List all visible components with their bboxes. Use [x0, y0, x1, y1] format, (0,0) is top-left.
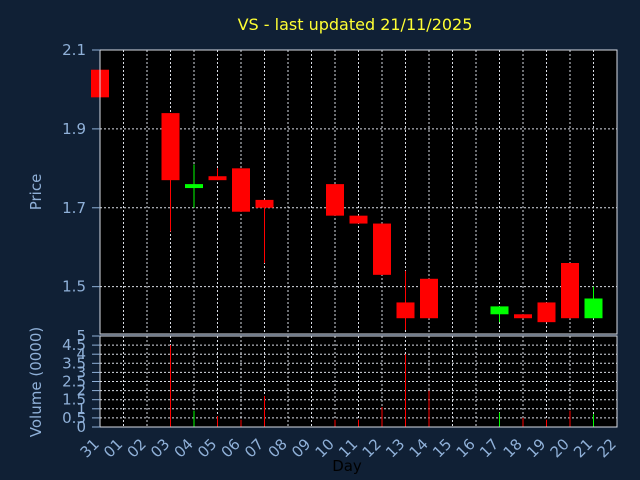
- x-tick-label: 12: [359, 435, 385, 461]
- volume-tick-label: 3: [76, 363, 86, 381]
- x-tick-label: 08: [265, 435, 291, 461]
- x-tick-label: 04: [171, 435, 197, 461]
- candle-body: [537, 302, 556, 323]
- x-tick-label: 15: [429, 435, 455, 461]
- x-tick-label: 01: [100, 435, 126, 461]
- volume-axis-label: Volume (0000): [27, 327, 45, 437]
- chart-title: VS - last updated 21/11/2025: [238, 15, 473, 34]
- volume-tick-label: 2.5: [62, 373, 86, 391]
- x-tick-label: 16: [453, 435, 479, 461]
- x-tick-label: 17: [476, 435, 502, 461]
- candle-body: [349, 215, 368, 224]
- volume-tick-label: 0: [76, 418, 86, 436]
- candle-body: [396, 302, 415, 319]
- price-axis-label: Price: [27, 174, 45, 211]
- x-tick-label: 05: [194, 435, 220, 461]
- candle-body: [373, 223, 391, 275]
- price-tick-label: 1.9: [62, 120, 86, 138]
- candle-body: [185, 184, 203, 189]
- x-tick-label: 21: [570, 435, 596, 461]
- volume-tick-label: 2: [76, 382, 86, 400]
- candle-body: [232, 168, 250, 212]
- volume-tick-label: 1.5: [62, 391, 86, 409]
- price-tick-label: 1.5: [62, 278, 86, 296]
- x-tick-label: 19: [523, 435, 549, 461]
- volume-tick-label: 4: [76, 345, 86, 363]
- price-plot-frame: [99, 49, 618, 335]
- volume-tick-label: 4.5: [62, 336, 86, 354]
- volume-tick-label: 0.5: [62, 409, 86, 427]
- x-tick-label: 31: [77, 435, 103, 461]
- x-tick-label: 03: [147, 435, 173, 461]
- price-y-ticks: 2.1 1.9 1.7 1.5: [62, 41, 100, 296]
- x-tick-label: 06: [218, 435, 244, 461]
- x-tick-label: 09: [288, 435, 314, 461]
- candle-body: [561, 263, 579, 319]
- x-tick-label: 22: [594, 435, 620, 461]
- x-axis-label: Day: [332, 457, 362, 475]
- candle-body: [514, 314, 532, 319]
- candle-body: [584, 298, 603, 319]
- x-tick-label: 13: [382, 435, 408, 461]
- x-tick-label: 20: [547, 435, 573, 461]
- price-tick-label: 1.7: [62, 199, 86, 217]
- price-tick-label: 2.1: [62, 41, 86, 59]
- x-tick-label: 02: [124, 435, 150, 461]
- x-tick-label: 14: [406, 435, 432, 461]
- volume-y-ticks: 54.543.532.521.510.50: [62, 327, 100, 436]
- volume-tick-label: 3.5: [62, 354, 86, 372]
- candle-body: [490, 306, 509, 315]
- candle-body: [326, 184, 344, 216]
- candle-body: [420, 278, 438, 319]
- candle-body: [255, 199, 274, 208]
- candle-body: [161, 113, 180, 181]
- volume-tick-label: 5: [76, 327, 86, 345]
- candle-body: [208, 176, 227, 181]
- volume-tick-label: 1: [76, 400, 86, 418]
- x-tick-label: 18: [500, 435, 526, 461]
- volume-series: [99, 345, 594, 427]
- x-tick-label: 07: [241, 435, 267, 461]
